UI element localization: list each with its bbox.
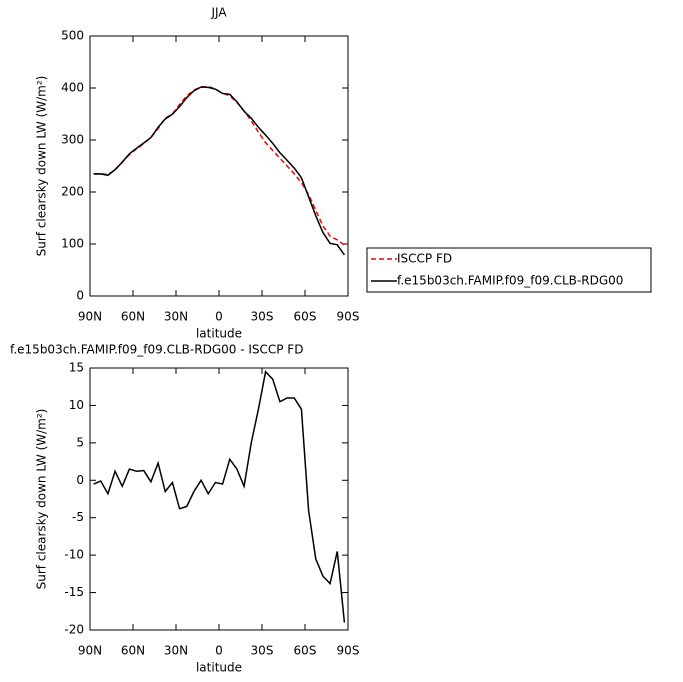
plot-frame	[89, 35, 349, 297]
x-tick-label: 60N	[121, 644, 145, 658]
y-tick-label: 0	[76, 473, 84, 487]
y-tick-label: 300	[61, 133, 84, 147]
y-tick-label: 0	[76, 289, 84, 303]
y-tick-label: 100	[61, 237, 84, 251]
x-tick-label: 30S	[251, 310, 274, 324]
x-axis-label: latitude	[196, 327, 242, 341]
y-tick-label: -15	[64, 585, 84, 599]
chart-title: f.e15b03ch.FAMIP.f09_f09.CLB-RDG00 - ISC…	[10, 343, 303, 357]
y-tick-label: -5	[72, 510, 84, 524]
x-tick-label: 30N	[164, 644, 188, 658]
x-tick-label: 30S	[251, 644, 274, 658]
x-tick-label: 60S	[294, 644, 317, 658]
x-tick-label: 0	[215, 644, 223, 658]
y-tick-label: 15	[69, 361, 84, 375]
data-line	[93, 86, 346, 256]
y-axis-label: Surf clearsky down LW (W/m²)	[35, 76, 49, 257]
x-tick-label: 90S	[337, 644, 360, 658]
y-tick-label: -10	[64, 548, 84, 562]
y-tick-label: 10	[69, 398, 84, 412]
data-line	[93, 370, 346, 623]
plot-frame	[89, 367, 349, 631]
data-line	[93, 85, 345, 246]
legend-label: ISCCP FD	[397, 252, 452, 266]
x-tick-label: 90N	[78, 310, 102, 324]
y-tick-label: 500	[61, 29, 84, 43]
x-tick-label: 60N	[121, 310, 145, 324]
x-tick-label: 90S	[337, 310, 360, 324]
x-tick-label: 30N	[164, 310, 188, 324]
x-tick-label: 0	[215, 310, 223, 324]
chart-title: JJA	[210, 6, 227, 20]
y-tick-label: 400	[61, 81, 84, 95]
x-tick-label: 90N	[78, 644, 102, 658]
legend-box	[366, 247, 652, 293]
x-axis-label: latitude	[196, 661, 242, 675]
x-tick-label: 60S	[294, 310, 317, 324]
y-tick-label: 5	[76, 435, 84, 449]
y-axis-label: Surf clearsky down LW (W/m²)	[35, 409, 49, 590]
legend-label: f.e15b03ch.FAMIP.f09_f09.CLB-RDG00	[397, 274, 623, 288]
y-tick-label: -20	[64, 623, 84, 637]
y-tick-label: 200	[61, 185, 84, 199]
